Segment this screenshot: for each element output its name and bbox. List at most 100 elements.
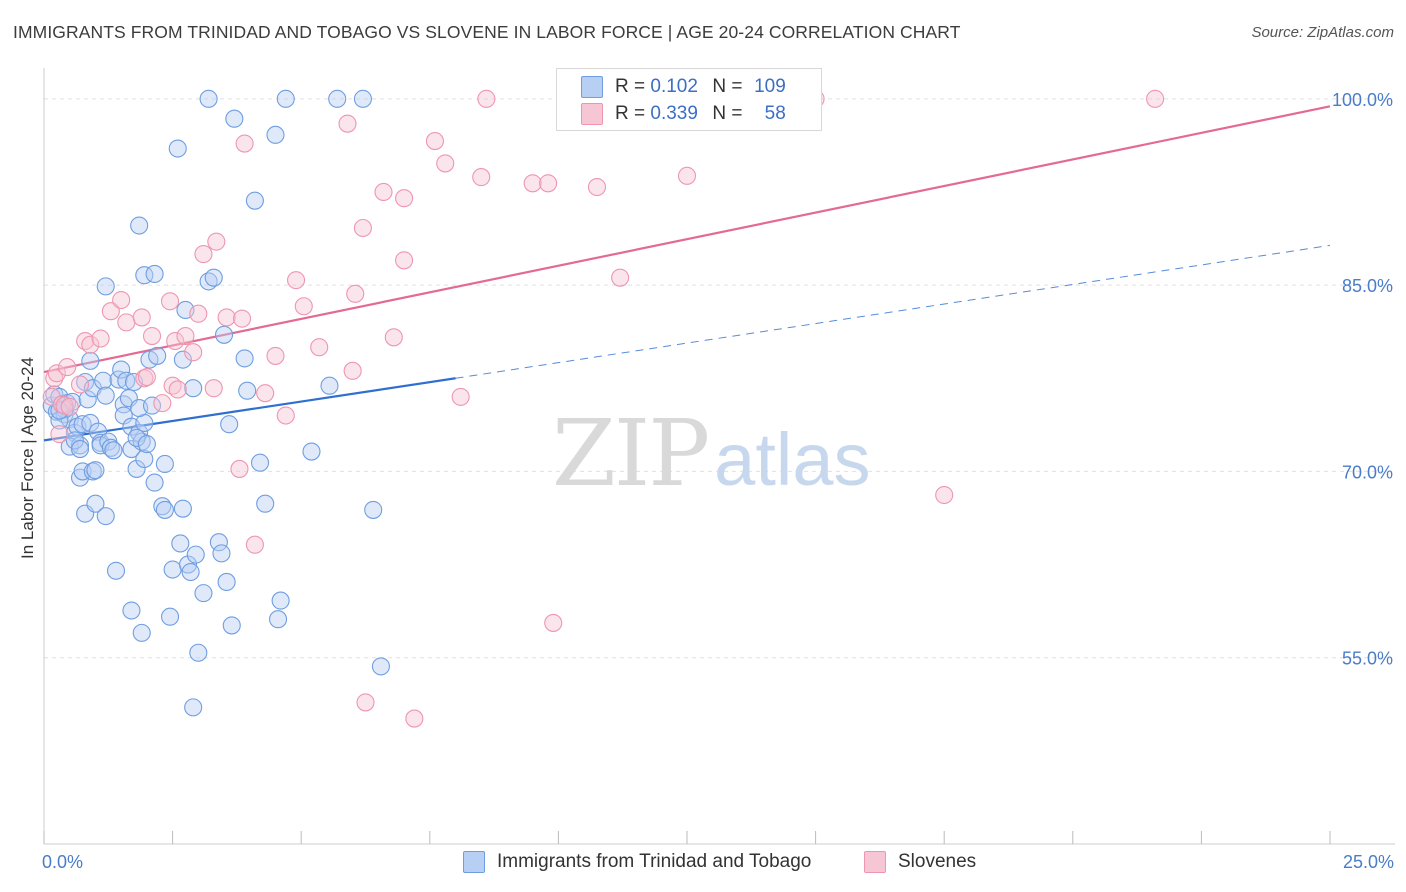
data-point-trinidad [225,109,244,128]
data-point-slovenes [395,251,414,270]
data-point-slovenes [101,302,120,321]
data-point-slovenes [405,709,424,728]
data-point-slovenes [194,245,213,264]
data-point-slovenes [45,369,64,388]
data-point-slovenes [217,308,236,327]
data-point-slovenes [384,328,403,347]
trend-lines [43,105,1331,442]
data-point-slovenes [58,358,77,377]
data-point-trinidad [96,277,115,296]
data-point-slovenes [60,397,79,416]
data-point-trinidad [155,500,174,519]
data-point-slovenes [81,335,100,354]
data-point-trinidad [81,351,100,370]
data-point-trinidad [145,473,164,492]
data-point-trinidad [45,385,64,404]
data-point-slovenes [132,308,151,327]
data-point-slovenes [935,485,954,505]
data-point-slovenes [112,290,131,310]
data-point-slovenes [356,693,375,712]
data-point-trinidad [217,572,236,592]
series-slovenes-points [42,89,1165,728]
data-point-trinidad [220,415,239,434]
data-point-trinidad [371,657,390,676]
data-point-trinidad [184,379,203,398]
data-point-trinidad [127,459,146,478]
data-point-slovenes [47,364,66,383]
data-point-slovenes [137,367,156,387]
data-point-slovenes [256,384,275,403]
data-point-trinidad [235,349,254,368]
data-point-trinidad [186,545,205,564]
data-point-trinidad [65,431,84,450]
data-point-slovenes [117,313,136,332]
data-point-trinidad [70,440,90,459]
data-point-trinidad [214,325,234,344]
data-point-trinidad [204,268,223,287]
data-point-slovenes [287,271,306,290]
data-point-slovenes [176,326,195,346]
data-point-trinidad [96,386,115,405]
y-tick-label: 100.0% [1332,90,1393,110]
data-point-trinidad [160,607,180,626]
data-point-trinidad [86,494,105,513]
data-point-slovenes [374,182,393,202]
data-point-trinidad [130,216,149,235]
legend-n-label: N = [712,103,743,124]
data-point-slovenes [425,132,444,151]
data-point-trinidad [94,371,113,390]
data-point-trinidad [173,350,192,369]
data-point-trinidad [256,494,275,513]
legend-n-label: N = [712,76,743,97]
correlation-legend: R = 0.102 N = 109 R = 0.339 N = 58 [556,68,822,131]
series-trinidad-points [42,89,390,717]
data-point-trinidad [86,461,105,480]
data-point-trinidad [122,601,141,620]
data-point-trinidad [173,499,192,518]
data-point-slovenes [436,154,455,173]
legend-n-value: 109 [754,76,786,97]
data-point-slovenes [42,387,61,406]
data-point-slovenes [343,361,362,380]
y-tick-labels: 55.0% 70.0% 85.0% 100.0% [1332,90,1393,669]
data-point-trinidad [245,191,264,210]
data-point-slovenes [142,326,162,346]
data-point-slovenes [276,406,295,425]
data-point-slovenes [207,232,226,251]
data-point-trinidad [178,555,198,574]
data-point-trinidad [320,376,339,395]
data-point-trinidad [148,346,167,365]
data-point-slovenes [294,297,313,316]
data-point-trinidad [145,264,164,284]
data-point-slovenes [204,379,223,398]
watermark-atlas: atlas [714,418,871,501]
data-point-slovenes [395,189,414,208]
legend-series-name: Slovenes [898,851,977,872]
legend-r-label: R = [615,76,646,97]
data-point-trinidad [112,360,131,379]
data-point-slovenes [587,177,607,197]
data-point-slovenes [184,343,203,362]
data-point-trinidad [184,698,203,717]
data-point-trinidad [209,533,228,552]
data-point-trinidad [155,454,174,474]
data-point-slovenes [189,304,208,323]
watermark: ZIPatlas [552,400,870,507]
chart-source: Source: ZipAtlas.com [1251,24,1394,41]
data-point-trinidad [168,139,187,158]
data-point-trinidad [189,643,208,662]
legend-item-trinidad: Immigrants from Trinidad and Tobago [463,851,811,873]
data-point-trinidad [266,125,285,144]
data-point-trinidad [199,89,218,108]
gridlines [44,98,1395,659]
legend-swatch-blue [581,76,603,98]
data-point-slovenes [70,375,90,394]
data-point-trinidad [222,616,241,635]
data-point-slovenes [523,174,542,193]
data-point-slovenes [477,89,496,108]
data-point-slovenes [451,387,470,406]
data-point-trinidad [104,441,123,460]
trend-line-trinidad-extension [455,244,1331,379]
data-point-slovenes [153,394,172,413]
data-point-trinidad [101,438,120,457]
